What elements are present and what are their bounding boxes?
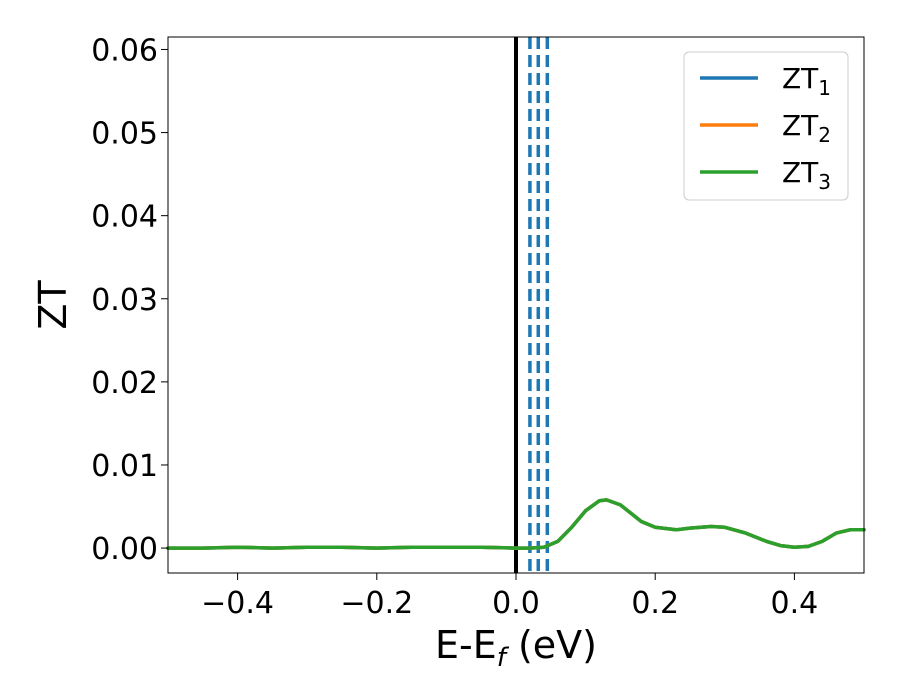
y-axis: 0.00 0.01 0.02 0.03 0.04 0.05 0.06	[91, 33, 168, 567]
x-tick-label: 0.0	[492, 586, 540, 621]
legend-label-zt3: ZT3	[782, 156, 831, 194]
y-tick-label: 0.04	[91, 200, 158, 235]
y-tick-label: 0.01	[91, 449, 158, 484]
y-tick-label: 0.06	[91, 33, 158, 68]
y-tick-label: 0.00	[91, 532, 158, 567]
legend-label-zt1: ZT1	[782, 62, 831, 100]
x-tick-label: 0.4	[771, 586, 819, 621]
x-axis-label: E-Ef (eV)	[435, 623, 597, 673]
y-axis-label: ZT	[31, 280, 75, 330]
y-tick-label: 0.05	[91, 117, 158, 152]
series-line-zt3	[166, 498, 866, 550]
x-axis-label-unit: (eV)	[506, 623, 597, 667]
legend-box	[683, 51, 849, 201]
x-axis-label-main: E-E	[435, 623, 497, 667]
y-tick-label: 0.02	[91, 366, 158, 401]
y-tick-label: 0.03	[91, 283, 158, 318]
legend-label-zt2: ZT2	[782, 109, 831, 147]
legend: ZT1 ZT2 ZT3	[683, 51, 849, 201]
series-lines	[166, 498, 866, 550]
vertical-lines	[514, 37, 550, 573]
x-tick-label: 0.2	[631, 586, 679, 621]
x-tick-label: −0.2	[340, 586, 413, 621]
x-axis: −0.4 −0.2 0.0 0.2 0.4	[201, 573, 818, 621]
x-tick-label: −0.4	[201, 586, 274, 621]
